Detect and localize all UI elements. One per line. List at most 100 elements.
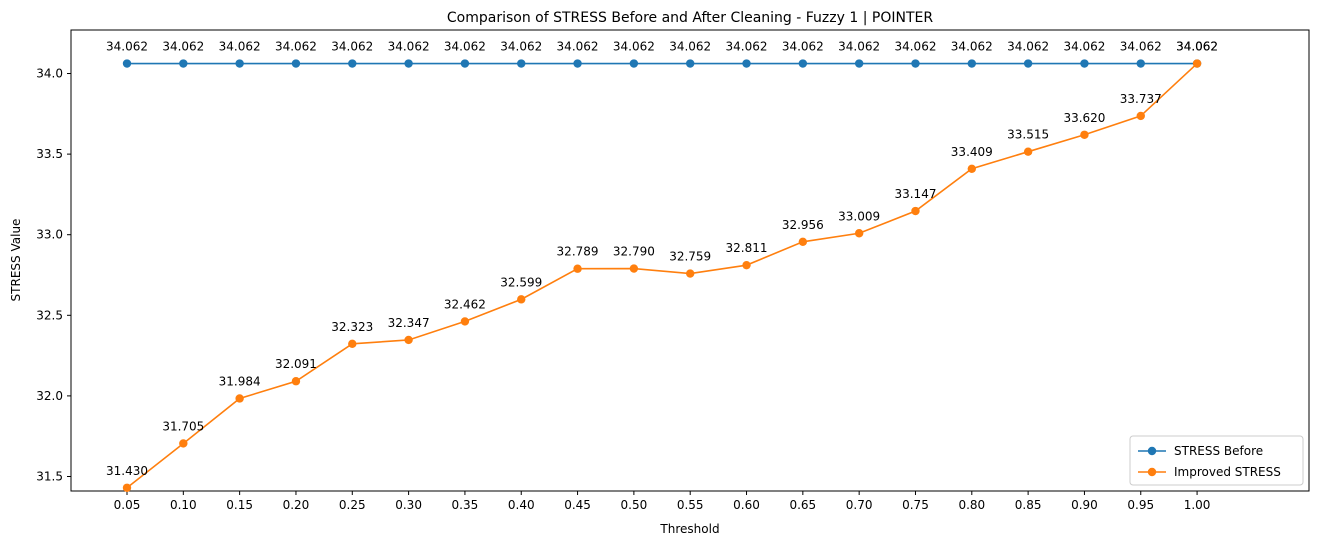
data-label: 34.062 — [1007, 40, 1049, 54]
data-point — [122, 483, 132, 492]
x-tick-label: 0.80 — [958, 498, 985, 512]
data-label: 34.062 — [782, 40, 824, 54]
x-tick-label: 0.15 — [226, 498, 253, 512]
data-label: 34.062 — [331, 40, 373, 54]
x-axis: 0.05 0.10 0.15 0.20 0.25 0.30 0.35 0.40 0.45 0.50… — [114, 491, 1211, 512]
data-point — [629, 264, 639, 273]
data-point — [1192, 59, 1202, 68]
data-label: 34.062 — [162, 40, 204, 54]
data-point — [179, 439, 188, 448]
data-label: 34.062 — [838, 40, 880, 54]
data-point — [911, 59, 920, 68]
data-label: 34.062 — [1176, 40, 1218, 54]
data-label: 33.620 — [1063, 111, 1105, 125]
data-label: 34.062 — [1120, 40, 1162, 54]
data-point — [911, 206, 920, 216]
data-label: 31.984 — [219, 374, 261, 388]
data-label: 32.462 — [444, 297, 486, 311]
data-point — [686, 59, 695, 68]
data-label: 34.062 — [557, 40, 599, 54]
data-labels: 34.062 34.062 34.062 34.062 34.062 34.062 34.0… — [106, 40, 1218, 478]
y-axis-label: STRESS Value — [9, 219, 23, 302]
y-tick-label: 32.5 — [36, 308, 63, 322]
data-point — [629, 59, 639, 68]
y-tick-label: 33.0 — [36, 228, 63, 242]
series-line — [126, 62, 1198, 489]
data-label: 32.956 — [782, 218, 824, 232]
data-point — [404, 335, 413, 345]
x-tick-label: 0.10 — [170, 498, 197, 512]
y-tick-label: 32.0 — [36, 389, 63, 403]
data-point — [1136, 59, 1145, 68]
data-point — [460, 59, 470, 68]
data-point — [235, 394, 244, 403]
data-point — [517, 295, 526, 304]
data-label: 34.062 — [500, 40, 542, 54]
x-tick-label: 0.30 — [395, 498, 422, 512]
x-tick-label: 0.85 — [1015, 498, 1042, 512]
data-point — [686, 269, 695, 278]
x-tick-label: 0.20 — [283, 498, 310, 512]
x-tick-label: 0.05 — [114, 498, 141, 512]
data-point — [854, 229, 864, 238]
series-layer — [122, 59, 1202, 492]
data-label: 32.323 — [331, 320, 373, 334]
data-label: 34.062 — [1176, 40, 1218, 54]
x-tick-label: 0.65 — [789, 498, 816, 512]
data-label: 32.790 — [613, 245, 655, 259]
data-point — [122, 59, 132, 68]
data-point — [798, 59, 808, 68]
data-label: 34.062 — [1063, 40, 1105, 54]
y-tick-label: 31.5 — [36, 469, 63, 483]
legend-entry: Improved STRESS — [1174, 465, 1281, 479]
data-label: 32.347 — [388, 316, 430, 330]
x-tick-label: 0.25 — [339, 498, 366, 512]
data-label: 34.062 — [726, 40, 768, 54]
legend-marker — [1147, 446, 1157, 456]
data-label: 32.789 — [557, 245, 599, 259]
data-label: 31.430 — [106, 464, 148, 478]
x-tick-label: 0.35 — [452, 498, 479, 512]
data-point — [460, 317, 470, 326]
data-point — [235, 59, 244, 68]
data-label: 32.811 — [726, 241, 768, 255]
data-label: 34.062 — [669, 40, 711, 54]
legend: STRESS Before Improved STRESS — [1129, 435, 1304, 486]
data-point — [573, 264, 582, 273]
data-label: 33.147 — [894, 187, 936, 201]
data-point — [742, 59, 751, 68]
y-tick-label: 34.0 — [36, 67, 63, 81]
data-label: 33.515 — [1007, 128, 1049, 142]
data-label: 32.091 — [275, 357, 317, 371]
data-point — [967, 59, 976, 68]
data-point — [1080, 130, 1089, 139]
data-point — [1023, 147, 1033, 156]
data-point — [517, 59, 526, 68]
data-label: 34.062 — [894, 40, 936, 54]
data-point — [348, 59, 357, 68]
data-point — [1023, 59, 1033, 68]
x-tick-label: 0.50 — [621, 498, 648, 512]
data-point — [967, 164, 976, 173]
x-tick-label: 1.00 — [1184, 498, 1211, 512]
y-axis: 31.5 32.0 32.5 33.0 33.5 34.0 — [36, 67, 71, 483]
legend-marker — [1147, 467, 1157, 477]
data-label: 31.705 — [162, 419, 204, 433]
x-tick-label: 0.90 — [1071, 498, 1098, 512]
legend-box — [1129, 435, 1304, 486]
data-point — [742, 260, 751, 270]
data-point — [404, 59, 413, 68]
x-tick-label: 0.70 — [846, 498, 873, 512]
x-axis-label: Threshold — [659, 522, 719, 536]
data-label: 34.062 — [219, 40, 261, 54]
data-label: 34.062 — [388, 40, 430, 54]
x-tick-label: 0.95 — [1127, 498, 1154, 512]
data-label: 32.759 — [669, 250, 711, 264]
x-tick-label: 0.40 — [508, 498, 535, 512]
data-label: 33.737 — [1120, 92, 1162, 106]
data-point — [1136, 111, 1145, 121]
legend-entry: STRESS Before — [1174, 444, 1263, 458]
data-point — [291, 377, 301, 386]
data-point — [1080, 59, 1089, 68]
